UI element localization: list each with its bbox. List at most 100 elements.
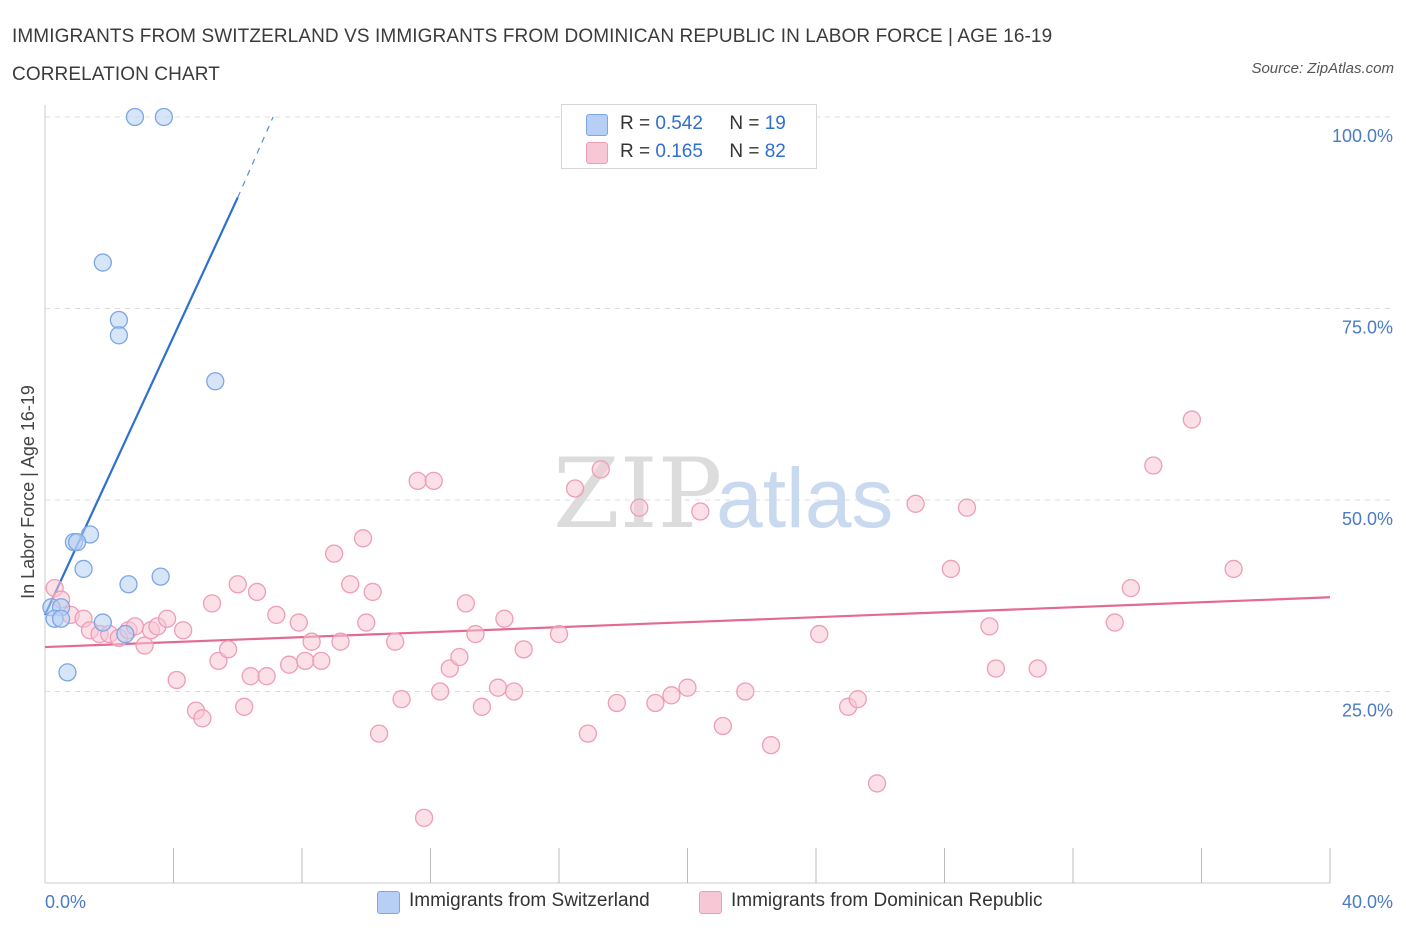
point-dominican	[312, 651, 331, 671]
point-dominican	[414, 808, 434, 828]
point-dominican	[193, 709, 212, 728]
point-dominican	[241, 667, 260, 686]
point-dominican	[302, 632, 321, 651]
point-switzerland	[51, 609, 71, 628]
point-dominican	[986, 659, 1006, 678]
point-dominican	[495, 609, 514, 628]
point-dominican	[678, 678, 697, 697]
point-switzerland	[93, 613, 112, 632]
point-dominican	[980, 617, 999, 636]
point-dominican	[1105, 613, 1124, 632]
point-dominican	[430, 682, 450, 701]
point-dominican	[218, 640, 238, 659]
point-dominican	[1144, 456, 1163, 475]
trend-lines	[44, 116, 1331, 649]
point-dominican	[257, 667, 276, 686]
point-switzerland	[151, 567, 170, 586]
legend-r-label: R =	[620, 113, 651, 134]
point-dominican	[456, 594, 475, 613]
point-dominican	[267, 605, 286, 625]
point-switzerland	[154, 107, 174, 127]
point-dominican	[1182, 410, 1202, 429]
point-dominican	[1224, 559, 1243, 579]
point-dominican	[450, 647, 469, 667]
legend: R = 0.542 N = 19 R = 0.165 N = 82	[561, 104, 817, 169]
legend-r-value: 0.542	[655, 113, 703, 134]
point-dominican	[386, 632, 405, 651]
legend-swatch-switzerland	[586, 114, 608, 136]
point-dominican	[353, 529, 373, 548]
bottom-legend-label: Immigrants from Dominican Republic	[731, 890, 1043, 911]
legend-swatch-dominican	[586, 142, 608, 164]
point-dominican	[1121, 578, 1140, 598]
point-dominican	[369, 724, 389, 743]
y-tick-label: 75.0%	[1342, 318, 1393, 338]
point-dominican	[713, 716, 732, 736]
point-switzerland	[119, 575, 138, 594]
point-dominican	[324, 544, 344, 563]
x-tick-label: 40.0%	[1342, 892, 1393, 912]
point-dominican	[247, 582, 267, 602]
legend-n-label: N =	[729, 113, 760, 134]
bottom-legend-label: Immigrants from Switzerland	[409, 890, 650, 911]
point-dominican	[810, 624, 829, 644]
point-dominican	[408, 471, 427, 491]
point-dominican	[549, 624, 569, 644]
trend-line-dominican	[44, 596, 1331, 649]
point-switzerland	[206, 372, 225, 391]
point-switzerland	[74, 559, 93, 579]
watermark-atlas: atlas	[716, 451, 893, 545]
point-dominican	[202, 594, 222, 613]
point-dominican	[466, 624, 485, 644]
legend-n-label: N =	[729, 141, 760, 162]
point-dominican	[341, 575, 360, 594]
point-dominican	[691, 502, 710, 521]
source-label: Source: ZipAtlas.com	[1251, 60, 1394, 77]
chart-title: IMMIGRANTS FROM SWITZERLAND VS IMMIGRANT…	[12, 26, 1053, 85]
legend-r-value: 0.165	[655, 141, 703, 162]
point-dominican	[1028, 659, 1047, 678]
point-switzerland	[109, 310, 129, 330]
point-dominican	[331, 632, 350, 651]
point-dominican	[514, 640, 533, 659]
point-dominican	[289, 613, 308, 632]
y-axis-title: In Labor Force | Age 16-19	[18, 385, 38, 599]
point-dominican	[392, 690, 411, 709]
watermark: ZIP atlas	[553, 438, 893, 550]
grid-lines	[45, 116, 1392, 692]
point-dominican	[357, 613, 376, 632]
point-switzerland	[116, 624, 135, 644]
axes	[44, 105, 1331, 884]
point-dominican	[736, 682, 755, 701]
point-dominican	[173, 621, 193, 640]
bottom-legend-swatch-dominican	[699, 891, 722, 914]
point-dominican	[607, 693, 626, 713]
point-dominican	[157, 609, 177, 628]
point-dominican	[135, 636, 154, 655]
point-dominican	[591, 460, 610, 479]
point-dominican	[630, 498, 649, 517]
point-dominican	[848, 690, 867, 709]
legend-n-value: 82	[764, 141, 786, 162]
point-dominican	[488, 678, 508, 697]
legend-r-label: R =	[620, 141, 651, 162]
trend-line-switzerland	[44, 196, 239, 616]
point-dominican	[662, 686, 681, 705]
bottom-legend-swatch-switzerland	[377, 891, 400, 914]
y-tick-label: 50.0%	[1342, 509, 1393, 529]
axis-labels: 25.0% 50.0% 75.0% 100.0% 0.0% 40.0% In Labor F…	[18, 126, 1393, 912]
y-tick-label: 25.0%	[1342, 701, 1393, 721]
point-switzerland	[93, 253, 112, 272]
point-switzerland	[125, 107, 145, 127]
point-dominican	[363, 582, 382, 602]
point-switzerland	[67, 532, 87, 552]
point-dominican	[941, 559, 961, 579]
point-dominican	[228, 575, 247, 594]
point-switzerland	[58, 663, 77, 682]
point-dominican	[646, 693, 665, 713]
point-dominican	[957, 498, 977, 517]
point-dominican	[867, 774, 887, 793]
point-dominican	[761, 735, 781, 755]
point-dominican	[906, 494, 925, 513]
